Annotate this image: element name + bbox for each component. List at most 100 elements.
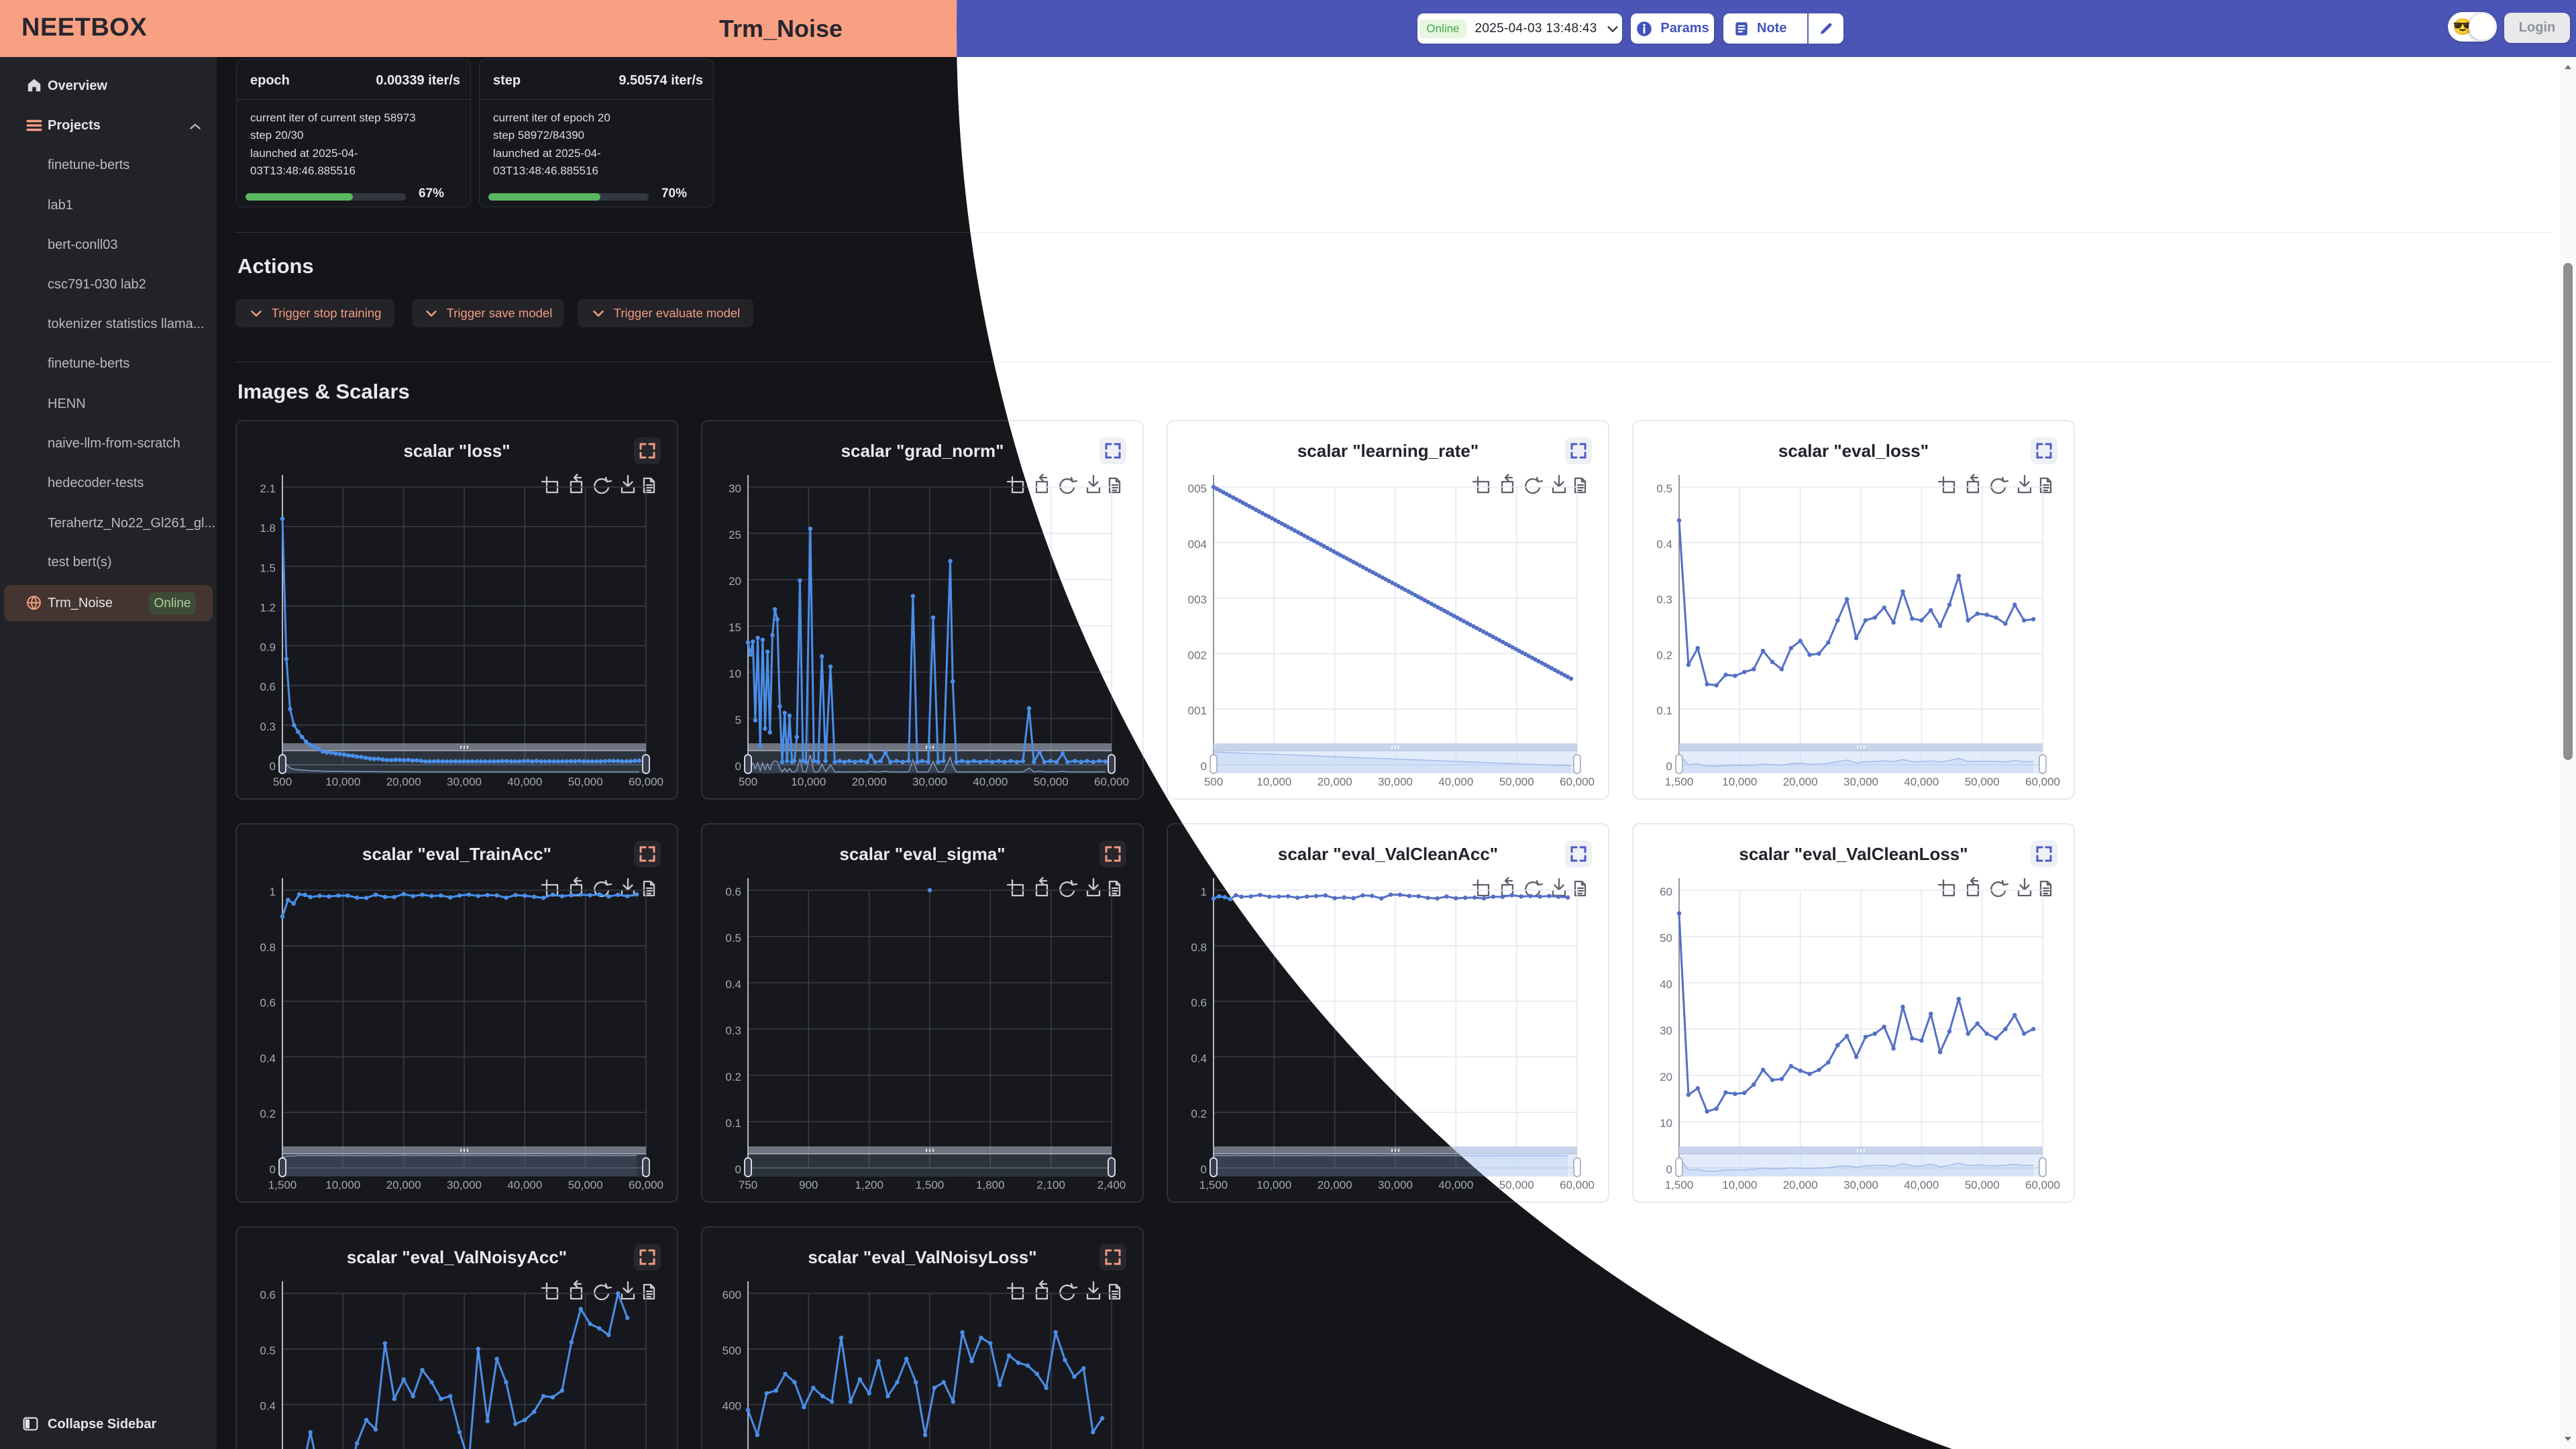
svg-text:40,000: 40,000	[507, 775, 542, 788]
svg-text:60,000: 60,000	[1094, 775, 1129, 788]
svg-text:30: 30	[1660, 1024, 1672, 1037]
svg-text:0.4: 0.4	[260, 1052, 276, 1065]
svg-text:scalar "eval_ValNoisyLoss": scalar "eval_ValNoisyLoss"	[808, 1247, 1036, 1267]
svg-text:scalar "eval_ValNoisyAcc": scalar "eval_ValNoisyAcc"	[347, 1247, 567, 1267]
svg-text:0.5: 0.5	[260, 1344, 276, 1357]
svg-text:40,000: 40,000	[1904, 775, 1939, 788]
svg-text:40,000: 40,000	[973, 775, 1008, 788]
svg-text:20: 20	[1660, 1071, 1672, 1083]
svg-text:40,000: 40,000	[507, 1179, 542, 1191]
svg-text:0: 0	[1201, 1163, 1207, 1176]
svg-text:900: 900	[799, 1179, 818, 1191]
svg-text:50,000: 50,000	[1499, 1179, 1534, 1191]
svg-text:0.6: 0.6	[260, 997, 276, 1010]
svg-text:0.2: 0.2	[260, 1108, 276, 1120]
svg-text:600: 600	[722, 1289, 741, 1301]
svg-text:scalar "eval_loss": scalar "eval_loss"	[1778, 441, 1929, 461]
svg-text:1,500: 1,500	[268, 1179, 297, 1191]
svg-text:30: 30	[729, 482, 741, 495]
svg-text:2.1: 2.1	[260, 482, 276, 495]
svg-text:20: 20	[729, 575, 741, 588]
svg-text:15: 15	[729, 621, 741, 634]
svg-text:0.4: 0.4	[260, 1400, 276, 1413]
svg-text:500: 500	[1204, 775, 1223, 788]
svg-text:0: 0	[270, 1163, 276, 1176]
svg-text:30,000: 30,000	[1843, 1179, 1878, 1191]
svg-text:60,000: 60,000	[629, 1179, 663, 1191]
svg-text:60,000: 60,000	[1560, 1179, 1595, 1191]
svg-text:40,000: 40,000	[1904, 1179, 1939, 1191]
svg-text:60,000: 60,000	[629, 775, 663, 788]
svg-text:0.2: 0.2	[1656, 649, 1672, 661]
svg-text:60,000: 60,000	[2025, 1179, 2060, 1191]
svg-text:750: 750	[739, 1179, 757, 1191]
svg-text:10: 10	[1660, 1117, 1672, 1130]
svg-text:10,000: 10,000	[1256, 775, 1291, 788]
svg-text:0.3: 0.3	[1656, 594, 1672, 606]
svg-text:0.8: 0.8	[260, 941, 276, 954]
svg-text:0.4: 0.4	[1191, 1052, 1207, 1065]
svg-text:1.8: 1.8	[260, 522, 276, 535]
svg-text:20,000: 20,000	[386, 1179, 421, 1191]
svg-text:1.5: 1.5	[260, 561, 276, 574]
svg-text:30,000: 30,000	[1378, 775, 1413, 788]
svg-text:400: 400	[722, 1400, 741, 1413]
svg-text:40,000: 40,000	[1438, 1179, 1473, 1191]
svg-text:0.6: 0.6	[725, 885, 741, 898]
svg-text:0.1: 0.1	[1656, 704, 1672, 717]
svg-text:10,000: 10,000	[1256, 1179, 1291, 1191]
svg-text:30,000: 30,000	[1378, 1179, 1413, 1191]
svg-text:scalar "eval_sigma": scalar "eval_sigma"	[839, 844, 1005, 864]
svg-text:scalar "loss": scalar "loss"	[403, 441, 510, 461]
svg-text:0.3: 0.3	[725, 1024, 741, 1037]
svg-text:60: 60	[1660, 885, 1672, 898]
svg-text:002: 002	[1188, 649, 1207, 661]
svg-text:40: 40	[1660, 978, 1672, 991]
svg-text:30,000: 30,000	[447, 1179, 482, 1191]
svg-text:0: 0	[1666, 760, 1672, 773]
svg-text:20,000: 20,000	[1783, 775, 1818, 788]
svg-text:10,000: 10,000	[1722, 1179, 1757, 1191]
svg-text:001: 001	[1188, 704, 1207, 717]
svg-text:0: 0	[735, 760, 741, 773]
svg-text:40,000: 40,000	[1438, 775, 1473, 788]
svg-text:50,000: 50,000	[568, 1179, 603, 1191]
svg-text:0.5: 0.5	[1656, 482, 1672, 495]
svg-text:500: 500	[722, 1344, 741, 1357]
svg-text:0.6: 0.6	[1191, 997, 1207, 1010]
svg-text:50,000: 50,000	[568, 775, 603, 788]
svg-text:scalar "grad_norm": scalar "grad_norm"	[841, 441, 1004, 461]
svg-text:0.3: 0.3	[260, 720, 276, 733]
svg-text:500: 500	[273, 775, 292, 788]
svg-text:10,000: 10,000	[325, 1179, 360, 1191]
svg-text:0.1: 0.1	[725, 1117, 741, 1130]
svg-text:0.8: 0.8	[1191, 941, 1207, 954]
svg-text:1,500: 1,500	[1199, 1179, 1228, 1191]
svg-text:003: 003	[1188, 594, 1207, 606]
svg-text:50: 50	[1660, 932, 1672, 945]
svg-text:10,000: 10,000	[1722, 775, 1757, 788]
svg-text:50,000: 50,000	[1965, 775, 2000, 788]
svg-text:0.4: 0.4	[1656, 538, 1672, 551]
svg-text:0.2: 0.2	[1191, 1108, 1207, 1120]
svg-text:30,000: 30,000	[912, 775, 947, 788]
svg-text:10,000: 10,000	[791, 775, 826, 788]
svg-text:50,000: 50,000	[1499, 775, 1534, 788]
svg-text:1,500: 1,500	[1665, 775, 1694, 788]
svg-text:0.6: 0.6	[260, 681, 276, 694]
svg-text:2,100: 2,100	[1036, 1179, 1065, 1191]
svg-text:1,200: 1,200	[855, 1179, 883, 1191]
svg-text:20,000: 20,000	[852, 775, 887, 788]
svg-text:20,000: 20,000	[386, 775, 421, 788]
svg-text:20,000: 20,000	[1318, 1179, 1352, 1191]
svg-text:500: 500	[739, 775, 757, 788]
svg-text:1,800: 1,800	[976, 1179, 1005, 1191]
svg-text:scalar "learning_rate": scalar "learning_rate"	[1297, 441, 1479, 461]
svg-text:2,400: 2,400	[1097, 1179, 1126, 1191]
svg-text:30,000: 30,000	[1843, 775, 1878, 788]
svg-text:scalar "eval_TrainAcc": scalar "eval_TrainAcc"	[362, 844, 551, 864]
svg-text:10,000: 10,000	[325, 775, 360, 788]
svg-text:1: 1	[1201, 885, 1207, 898]
svg-text:0.5: 0.5	[725, 932, 741, 945]
svg-text:004: 004	[1188, 538, 1207, 551]
